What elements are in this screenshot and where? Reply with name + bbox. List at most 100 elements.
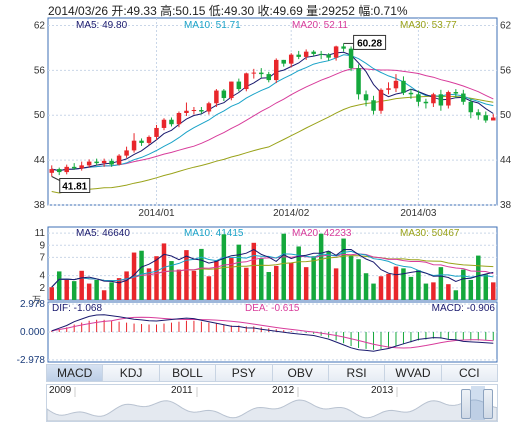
candle-body xyxy=(476,112,481,116)
volume-bar xyxy=(176,269,182,300)
candle-body xyxy=(184,110,189,113)
min-price-label: 41.81 xyxy=(62,182,87,193)
time-navigator[interactable]: 2009 2011 2012 2013 xyxy=(46,384,498,422)
price-tick-right: 50 xyxy=(500,110,512,121)
candle-body xyxy=(161,119,167,128)
volume-bar xyxy=(273,265,279,300)
volume-ma5-line xyxy=(51,248,494,288)
candle-body xyxy=(64,166,69,173)
candle-body xyxy=(214,90,219,104)
candle-body xyxy=(273,59,279,81)
tab-obv[interactable]: OBV xyxy=(272,364,329,382)
navigator-left-handle[interactable] xyxy=(461,389,471,419)
volume-bar xyxy=(229,258,234,300)
volume-bar xyxy=(79,270,84,300)
ma10-line xyxy=(51,54,494,172)
volume-bar xyxy=(483,274,489,300)
candle-body xyxy=(438,94,444,106)
quote-summary: 2014/03/26 开:49.33 高:50.15 低:49.30 收:49.… xyxy=(48,4,408,18)
candle-body xyxy=(341,46,346,49)
candle-body xyxy=(191,110,197,112)
macd-tick: 2.978 xyxy=(20,299,45,310)
date-tick: 2014/03 xyxy=(400,208,437,219)
volume-bar xyxy=(453,290,459,300)
candle-body xyxy=(431,94,436,104)
candle-body xyxy=(109,160,114,165)
macd-legend-dif: DIF: -1.068 xyxy=(52,303,102,314)
volume-bar xyxy=(348,255,354,300)
candle-body xyxy=(446,92,451,106)
volume-bar xyxy=(446,284,451,300)
candle-body xyxy=(348,48,354,69)
tab-kdj[interactable]: KDJ xyxy=(103,364,160,382)
volume-bar xyxy=(363,273,369,300)
candle-body xyxy=(56,169,62,173)
volume-bar xyxy=(146,268,152,300)
price-tick-right: 44 xyxy=(500,155,512,166)
volume-bar xyxy=(378,276,384,300)
volume-bar xyxy=(423,283,429,300)
candle-body xyxy=(71,166,77,169)
navigator-right-handle[interactable] xyxy=(483,389,493,419)
volume-tick: 9 xyxy=(39,240,45,251)
volume-bar xyxy=(266,272,272,300)
candle-body xyxy=(356,68,361,95)
candle-body xyxy=(139,140,144,143)
dif-line xyxy=(51,314,494,352)
volume-bar xyxy=(56,271,62,300)
candle-body xyxy=(363,94,369,101)
candle-body xyxy=(453,92,459,94)
tab-cci[interactable]: CCI xyxy=(441,364,498,382)
volume-bar xyxy=(461,269,466,300)
navigator-year-2012: 2012 xyxy=(272,385,295,396)
navigator-selection[interactable] xyxy=(471,386,485,420)
price-tick-left: 50 xyxy=(34,110,46,121)
volume-tick: 11 xyxy=(35,228,46,239)
volume-bar xyxy=(206,276,212,300)
main-panel-frame xyxy=(47,17,498,206)
candle-body xyxy=(461,93,466,102)
candle-body xyxy=(318,53,324,55)
main-legend-ma5: MA5: 49.80 xyxy=(76,20,128,31)
date-tick: 2014/02 xyxy=(273,208,310,219)
tab-wvad[interactable]: WVAD xyxy=(385,364,442,382)
volume-bar xyxy=(94,279,99,300)
main-legend-ma30: MA30: 53.77 xyxy=(400,20,457,31)
tab-macd[interactable]: MACD xyxy=(46,364,104,382)
navigator-sparkline xyxy=(47,386,497,421)
candle-body xyxy=(491,117,496,121)
volume-bar xyxy=(393,266,399,300)
volume-bar xyxy=(251,242,257,300)
tab-psy[interactable]: PSY xyxy=(216,364,273,382)
volume-bar xyxy=(356,259,361,300)
main-legend-ma10: MA10: 51.71 xyxy=(184,20,241,31)
candle-body xyxy=(199,110,204,112)
volume-bar xyxy=(86,283,92,300)
volume-bar xyxy=(49,287,54,300)
volume-bar xyxy=(408,276,414,300)
navigator-year-2011: 2011 xyxy=(171,385,193,396)
volume-bar xyxy=(333,268,339,300)
volume-bar xyxy=(401,268,406,300)
candle-body xyxy=(146,136,152,143)
tab-boll[interactable]: BOLL xyxy=(159,364,217,382)
volume-bar xyxy=(341,238,346,300)
candle-body xyxy=(468,101,474,113)
tab-rsi[interactable]: RSI xyxy=(328,364,386,382)
candle-body xyxy=(386,88,391,90)
macd-legend-macd: MACD: -0.906 xyxy=(432,303,496,314)
volume-legend-ma10: MA10: 41415 xyxy=(184,228,244,239)
volume-legend-ma30: MA30: 50467 xyxy=(400,228,460,239)
volume-bar xyxy=(476,255,481,300)
candle-body xyxy=(116,155,122,165)
candle-body xyxy=(401,80,406,93)
indicator-tabs: MACD KDJ BOLL PSY OBV RSI WVAD CCI xyxy=(46,364,498,382)
candle-body xyxy=(244,73,249,90)
stock-chart[interactable]: 62 62 56 56 50 50 44 44 38 38 2014/01 2014/02 2014/0… xyxy=(0,0,518,364)
volume-bar xyxy=(244,267,249,300)
volume-bar xyxy=(491,282,496,300)
price-tick-right: 56 xyxy=(500,65,512,76)
price-tick-right: 62 xyxy=(500,20,512,31)
price-tick-left: 62 xyxy=(34,20,46,31)
candle-body xyxy=(281,59,286,64)
